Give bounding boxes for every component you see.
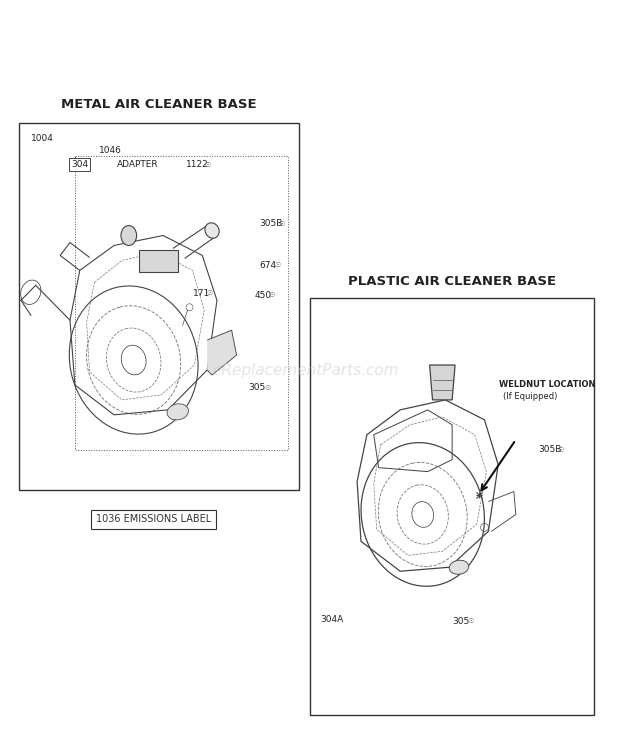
- Text: 1036 EMISSIONS LABEL: 1036 EMISSIONS LABEL: [95, 514, 211, 525]
- Bar: [310, 298, 594, 715]
- Text: ☉: ☉: [557, 447, 563, 453]
- Text: ☉: ☉: [268, 292, 274, 298]
- Ellipse shape: [450, 560, 469, 574]
- Ellipse shape: [205, 223, 219, 238]
- Text: eReplacementParts.com: eReplacementParts.com: [212, 363, 399, 377]
- Bar: [19, 123, 299, 490]
- Text: ☉: ☉: [264, 385, 270, 391]
- Text: 1122: 1122: [185, 161, 208, 169]
- Text: ☉: ☉: [279, 221, 285, 226]
- Text: 305B: 305B: [538, 445, 562, 454]
- Text: 305: 305: [452, 616, 469, 625]
- PathPatch shape: [139, 250, 178, 272]
- Text: METAL AIR CLEANER BASE: METAL AIR CLEANER BASE: [61, 98, 257, 111]
- Text: PLASTIC AIR CLEANER BASE: PLASTIC AIR CLEANER BASE: [348, 275, 556, 289]
- Text: ☉: ☉: [468, 618, 474, 624]
- PathPatch shape: [430, 365, 455, 400]
- Text: ADAPTER: ADAPTER: [117, 161, 159, 169]
- Text: 674: 674: [259, 261, 277, 270]
- Text: 1004: 1004: [31, 135, 54, 144]
- PathPatch shape: [207, 330, 237, 375]
- Text: 305: 305: [249, 383, 265, 392]
- Text: 304A: 304A: [320, 614, 343, 624]
- Ellipse shape: [167, 404, 188, 420]
- Bar: [75, 156, 288, 450]
- Text: WELDNUT LOCATION: WELDNUT LOCATION: [499, 380, 596, 389]
- Text: ☉: ☉: [204, 162, 210, 168]
- Text: (If Equipped): (If Equipped): [503, 392, 557, 401]
- Text: 171: 171: [193, 289, 211, 297]
- Text: 1046: 1046: [99, 147, 122, 155]
- Text: 305B: 305B: [259, 219, 283, 228]
- Text: ☉: ☉: [275, 263, 281, 269]
- Text: 450: 450: [254, 291, 272, 300]
- Ellipse shape: [121, 226, 136, 246]
- Text: ☉: ☉: [206, 290, 213, 296]
- Text: 304: 304: [71, 161, 88, 169]
